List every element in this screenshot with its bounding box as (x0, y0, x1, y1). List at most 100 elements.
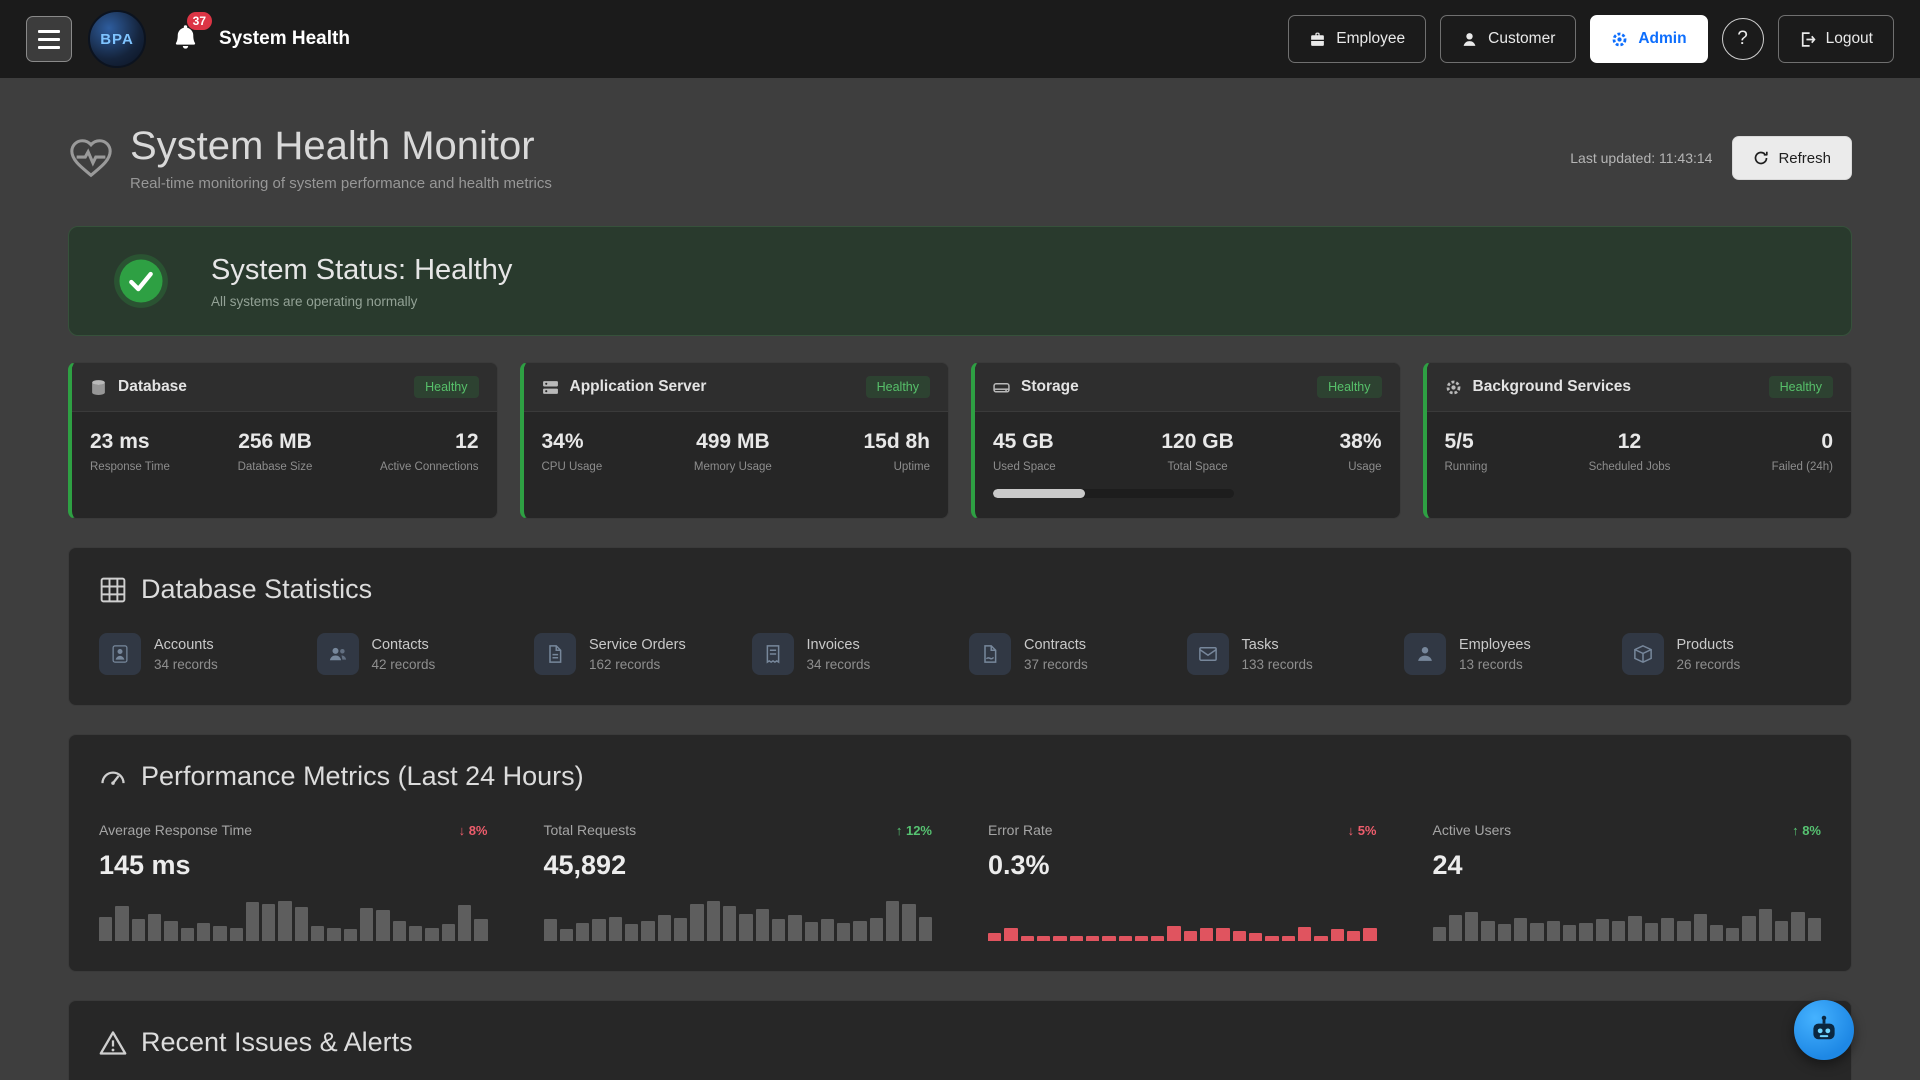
metric-value: 23 ms (90, 430, 150, 453)
top-navbar: BPA 37 System Health Employee Customer (0, 0, 1920, 78)
briefcase-icon (1311, 32, 1325, 46)
speedometer-icon (101, 771, 125, 785)
contracts-icon (984, 645, 997, 663)
metric-label: Running (1444, 461, 1488, 473)
status-card-storage: Storage Healthy 45 GB Used Space 120 GB To… (971, 362, 1401, 519)
perf-label: Total Requests (543, 822, 637, 838)
metric-label: Database Size (237, 461, 313, 473)
server-icon (542, 380, 558, 394)
service-orders-icon (549, 645, 562, 663)
hard-drive-icon (993, 382, 1010, 392)
metric-value: 34% (541, 430, 584, 453)
perf-metric-avg-response-time: Average Response Time ↓ 8% 145 ms (99, 822, 488, 941)
employees-icon (1418, 647, 1432, 661)
status-card-application-server: Application Server Healthy 34% CPU Usage … (519, 362, 949, 519)
help-button[interactable]: ? (1721, 18, 1764, 60)
navbar-title: System Health (219, 28, 350, 49)
chat-assistant-fab[interactable] (1794, 1000, 1854, 1060)
stat-item-tasks: Tasks 133 records (1186, 633, 1387, 675)
perf-change-badge: ↓ 5% (1347, 822, 1377, 838)
metric-label: Usage (1348, 461, 1382, 473)
navbar-actions: Employee Customer Admin ? Logout (1288, 15, 1894, 63)
performance-metrics-section: Performance Metrics (Last 24 Hours) Aver… (68, 734, 1852, 972)
card-title: Database (118, 378, 187, 395)
metric-value: 12 (1617, 430, 1642, 453)
status-badge: Healthy (414, 376, 479, 398)
stat-count: 13 records (1459, 656, 1523, 672)
database-statistics-section: Database Statistics Accounts 34 records C… (68, 547, 1852, 706)
system-status-banner: System Status: Healthy All systems are o… (68, 226, 1852, 336)
robot-icon (1813, 1015, 1835, 1040)
perf-change-badge: ↑ 8% (1792, 822, 1821, 838)
admin-button[interactable]: Admin (1590, 15, 1708, 63)
stat-item-accounts: Accounts 34 records (99, 633, 299, 675)
stat-count: 133 records (1241, 656, 1313, 672)
refresh-button-label: Refresh (1778, 149, 1831, 167)
perf-change-badge: ↑ 12% (895, 822, 932, 838)
stat-label: Service Orders (589, 636, 686, 653)
hamburger-menu-button[interactable] (26, 16, 72, 62)
perf-value: 45,892 (543, 850, 627, 880)
stat-count: 42 records (371, 656, 436, 672)
perf-label: Average Response Time (99, 822, 253, 838)
metric-label: CPU Usage (541, 461, 603, 473)
perf-label: Error Rate (988, 822, 1053, 838)
employee-button[interactable]: Employee (1288, 15, 1427, 63)
stat-label: Contacts (371, 636, 429, 653)
customer-button-label: Customer (1488, 30, 1556, 47)
stat-item-contacts: Contacts 42 records (316, 633, 517, 675)
metric-value: 499 MB (696, 430, 770, 453)
storage-usage-progress-fill (993, 489, 1085, 498)
page-title: System Health Monitor (130, 124, 535, 168)
system-status-title: System Status: Healthy (211, 253, 513, 286)
warning-triangle-icon (99, 1030, 127, 1055)
logout-icon (1801, 31, 1816, 47)
refresh-button[interactable]: Refresh (1732, 136, 1852, 180)
database-icon (92, 379, 105, 395)
section-title: Performance Metrics (Last 24 Hours) (141, 761, 584, 791)
perf-value: 24 (1432, 850, 1463, 880)
logout-button[interactable]: Logout (1777, 15, 1894, 63)
metric-label: Scheduled Jobs (1588, 461, 1671, 473)
perf-value: 145 ms (99, 850, 191, 880)
stat-label: Contracts (1024, 636, 1087, 653)
stat-label: Tasks (1241, 636, 1279, 653)
status-badge: Healthy (1317, 376, 1382, 398)
metric-label: Memory Usage (693, 461, 772, 473)
admin-button-label: Admin (1638, 30, 1687, 47)
heart-pulse-icon (70, 139, 112, 178)
table-icon (100, 577, 126, 602)
logout-button-label: Logout (1825, 30, 1873, 47)
check-circle-icon (114, 254, 168, 308)
section-title: Recent Issues & Alerts (141, 1027, 413, 1057)
metric-value: 38% (1339, 430, 1382, 453)
active-users-sparkline-chart (1432, 897, 1821, 941)
total-requests-sparkline-chart (543, 897, 932, 941)
stat-label: Products (1676, 636, 1734, 653)
storage-usage-progressbar (993, 489, 1234, 498)
notification-count-badge: 37 (186, 12, 212, 30)
app-logo-text: BPA (100, 30, 134, 48)
tasks-icon (1198, 647, 1217, 661)
stat-label: Employees (1459, 636, 1531, 653)
perf-label: Active Users (1432, 822, 1512, 838)
stat-item-service-orders: Service Orders 162 records (534, 633, 734, 675)
app-logo[interactable]: BPA (88, 10, 146, 68)
perf-change-badge: ↓ 8% (458, 822, 488, 838)
error-rate-sparkline-chart (988, 897, 1377, 941)
help-button-label: ? (1737, 28, 1748, 49)
database-stats-grid: Accounts 34 records Contacts 42 records Se… (99, 633, 1821, 675)
accounts-icon (112, 645, 128, 663)
refresh-icon (1755, 151, 1769, 165)
stat-item-contracts: Contracts 37 records (969, 633, 1169, 675)
main-content: System Health Monitor Real-time monitori… (0, 124, 1920, 1080)
last-updated-text: Last updated: 11:43:14 (1570, 150, 1713, 166)
stat-count: 34 records (806, 656, 871, 672)
notifications-bell[interactable]: 37 (172, 12, 212, 55)
status-card-background-services: Background Services Healthy 5/5 Running 1… (1422, 362, 1852, 519)
perf-value: 0.3% (988, 850, 1050, 880)
customer-button[interactable]: Customer (1440, 15, 1577, 63)
gear-icon (1612, 32, 1627, 46)
metric-value: 45 GB (993, 430, 1054, 453)
stat-count: 34 records (154, 656, 218, 672)
